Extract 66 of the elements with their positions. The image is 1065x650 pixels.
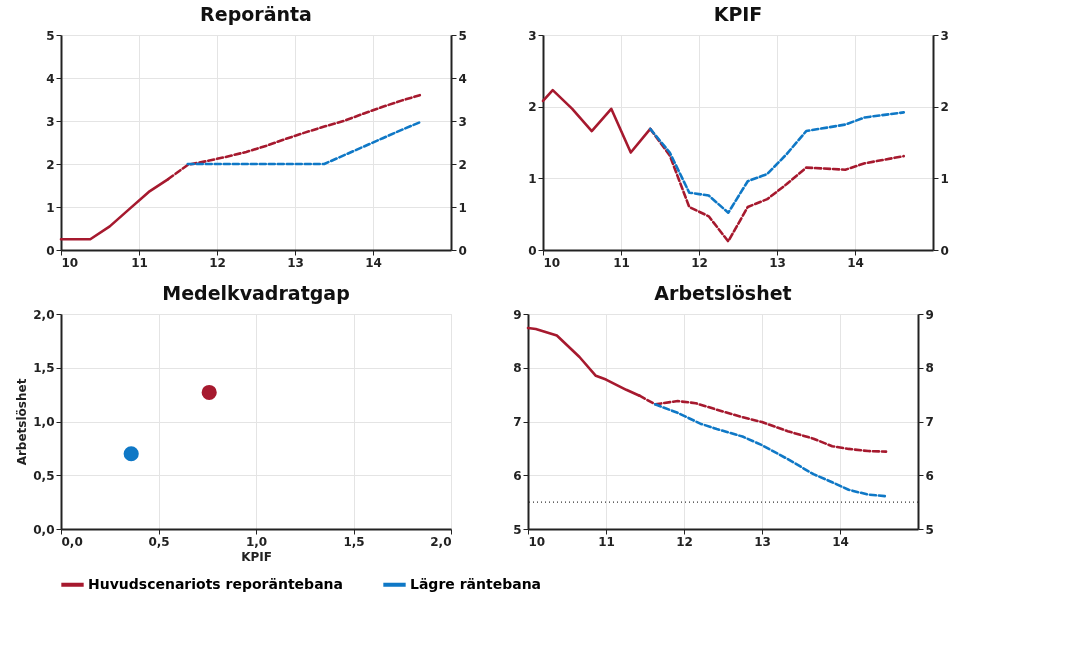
- chart-title: Arbetslöshet: [654, 282, 792, 304]
- y-tick-label: 1,5: [33, 361, 55, 376]
- x-tick-label: 10: [528, 534, 546, 549]
- y2-tick-label: 2: [458, 157, 467, 172]
- x-tick-label: 13: [769, 255, 786, 270]
- y-tick-label: 2: [46, 157, 55, 172]
- x-tick-label: 13: [754, 534, 771, 549]
- x-tick-label: 11: [131, 255, 148, 270]
- y2-tick-label: 4: [458, 71, 467, 86]
- y-tick-label: 5: [46, 28, 55, 43]
- y2-tick-label: 5: [925, 522, 934, 537]
- line-series: [653, 403, 888, 498]
- y-axis-title: Arbetslöshet: [15, 378, 30, 466]
- x-tick-label: 10: [543, 255, 561, 270]
- x-tick-label: 0,0: [61, 534, 83, 549]
- y2-tick-label: 6: [925, 468, 934, 483]
- y-tick-label: 8: [513, 361, 522, 376]
- x-tick-label: 13: [287, 255, 304, 270]
- y-tick-label: 4: [46, 71, 55, 86]
- x-tick-label: 11: [598, 534, 615, 549]
- x-tick-label: 14: [365, 255, 382, 270]
- y2-tick-label: 7: [925, 415, 934, 429]
- chart-title: Reporänta: [200, 3, 312, 25]
- y2-tick-label: 1: [458, 200, 467, 215]
- y-tick-label: 0,0: [33, 522, 55, 537]
- y-tick-label: 3: [528, 28, 537, 43]
- x-tick-label: 1,0: [245, 534, 268, 549]
- chart-title: Medelkvadratgap: [162, 282, 350, 304]
- y-tick-label: 1,0: [33, 415, 55, 429]
- y-tick-label: 1: [46, 200, 55, 215]
- y-tick-label: 7: [513, 415, 522, 429]
- y-tick-label: 0: [528, 243, 537, 258]
- y2-tick-label: 5: [458, 28, 467, 43]
- y2-tick-label: 3: [940, 28, 949, 43]
- y2-tick-label: 9: [925, 307, 934, 322]
- y2-tick-label: 0: [458, 243, 467, 258]
- y-tick-label: 5: [513, 522, 522, 537]
- x-tick-label: 1,5: [343, 534, 365, 549]
- x-tick-label: 12: [676, 534, 693, 549]
- x-tick-label: 2,0: [430, 534, 452, 549]
- y2-tick-label: 1: [940, 171, 949, 186]
- legend-label: Lägre räntebana: [410, 575, 542, 592]
- x-axis-title: KPIF: [241, 549, 272, 564]
- x-tick-label: 0,5: [148, 534, 170, 549]
- y-tick-label: 0,5: [33, 468, 55, 483]
- y2-tick-label: 8: [925, 361, 934, 376]
- y2-tick-label: 2: [940, 100, 949, 115]
- x-tick-label: 11: [613, 255, 630, 270]
- x-tick-label: 14: [847, 255, 864, 270]
- x-tick-label: 14: [832, 534, 849, 549]
- y2-tick-label: 3: [458, 114, 467, 129]
- y-tick-label: 0: [46, 243, 55, 258]
- x-tick-label: 12: [691, 255, 708, 270]
- x-tick-label: 12: [209, 255, 226, 270]
- y-tick-label: 2,0: [33, 307, 55, 322]
- y-tick-label: 9: [513, 307, 522, 322]
- y2-tick-label: 0: [940, 243, 949, 258]
- line-series: [648, 111, 906, 215]
- legend-label: Huvudscenariots reporäntebana: [88, 575, 343, 592]
- x-tick-label: 10: [61, 255, 79, 270]
- chart-title: KPIF: [713, 3, 763, 25]
- y-tick-label: 6: [513, 468, 522, 483]
- y-tick-label: 3: [46, 114, 55, 129]
- y-tick-label: 2: [528, 100, 537, 115]
- y-tick-label: 1: [528, 171, 537, 186]
- line-series: [186, 120, 422, 166]
